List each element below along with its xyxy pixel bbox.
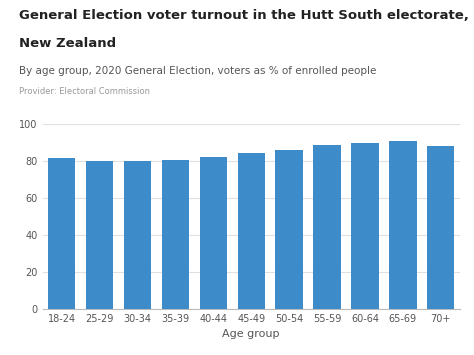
Text: General Election voter turnout in the Hutt South electorate,: General Election voter turnout in the Hu…	[19, 9, 469, 22]
X-axis label: Age group: Age group	[222, 329, 280, 339]
Bar	[389, 141, 417, 309]
Bar	[86, 161, 113, 309]
Bar	[351, 143, 379, 309]
Bar	[162, 160, 189, 309]
Bar	[124, 161, 151, 309]
Bar	[48, 158, 75, 309]
Bar	[313, 146, 341, 309]
Bar	[427, 146, 455, 309]
Text: Provider: Electoral Commission: Provider: Electoral Commission	[19, 87, 150, 96]
Bar	[275, 150, 303, 309]
Bar	[200, 158, 227, 309]
Text: figure.nz: figure.nz	[387, 17, 443, 27]
Text: New Zealand: New Zealand	[19, 37, 116, 50]
Bar	[237, 153, 265, 309]
Text: By age group, 2020 General Election, voters as % of enrolled people: By age group, 2020 General Election, vot…	[19, 66, 376, 76]
